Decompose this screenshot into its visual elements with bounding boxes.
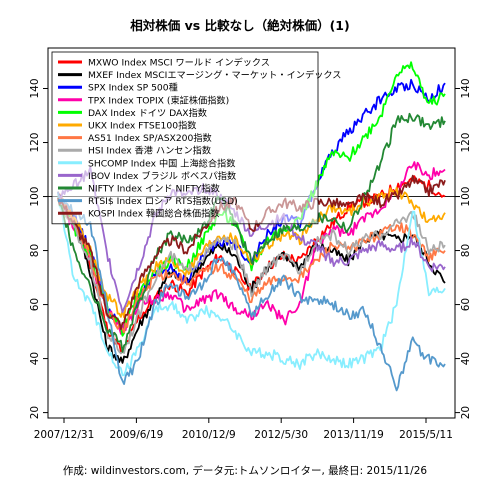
legend-label: NIFTY Index インド NIFTY指数 — [88, 183, 220, 195]
series-line-6 — [57, 195, 446, 334]
x-tick-label: 2010/12/9 — [182, 429, 236, 441]
chart-footer: 作成: wildinvestors.com, データ元:トムソンロイター, 最終… — [63, 464, 427, 477]
series-line-9 — [57, 166, 446, 314]
y-tick-label-left: 100 — [29, 187, 41, 207]
legend-label: HSI Index 香港 ハンセン指数 — [88, 145, 211, 157]
y-tick-label-right: 20 — [460, 406, 472, 419]
y-tick-label-left: 20 — [29, 406, 41, 419]
series-line-4 — [57, 61, 446, 337]
axes: 20 20 40 40 60 60 80 80 100 100 120 120 140 140 2007/1… — [29, 78, 472, 441]
y-tick-label-right: 120 — [460, 133, 472, 153]
y-tick-label-left: 40 — [29, 352, 41, 365]
y-tick-label-right: 80 — [460, 244, 472, 257]
x-tick-label: 2015/5/11 — [399, 429, 453, 441]
x-tick-label: 2009/6/19 — [109, 429, 163, 441]
y-tick-label-right: 100 — [460, 187, 472, 207]
legend-label: SHCOMP Index 中国 上海総合指数 — [88, 157, 235, 169]
legend-label: SPX Index SP 500種 — [88, 83, 178, 94]
x-tick-label: 2012/5/30 — [254, 429, 308, 441]
y-tick-label-left: 60 — [29, 298, 41, 311]
legend-label: MXEF Index MSCIエマージング・マーケット・インデックス — [88, 69, 341, 81]
chart-title: 相対株価 vs 比較なし（絶対株価）(1) — [130, 18, 349, 33]
plot-frame — [47, 47, 456, 419]
legend-label: UKX Index FTSE100指数 — [88, 120, 196, 132]
series-line-12 — [57, 174, 446, 331]
legend-label: IBOV Index ブラジル ボベスパ指数 — [88, 170, 236, 182]
y-tick-label-right: 140 — [460, 78, 472, 98]
y-tick-label-left: 120 — [29, 133, 41, 153]
y-tick-label-right: 40 — [460, 352, 472, 365]
legend-label: MXWO Index MSCI ワールド インデックス — [88, 57, 270, 69]
legend-label: AS51 Index SP/ASX200指数 — [88, 132, 212, 144]
series-line-8 — [57, 196, 446, 377]
x-tick-label: 2007/12/31 — [34, 429, 95, 441]
series-lines — [57, 61, 446, 392]
y-tick-label-right: 60 — [460, 298, 472, 311]
legend-label: DAX Index ドイツ DAX指数 — [88, 107, 207, 119]
legend-label: TPX Index TOPIX (東証株価指数) — [87, 94, 229, 106]
legend-label: RTSI$ Index ロシア RTS指数(USD) — [88, 195, 238, 207]
series-line-11 — [57, 192, 446, 392]
series-line-10 — [57, 112, 446, 353]
y-tick-label-left: 140 — [29, 78, 41, 98]
y-tick-label-left: 80 — [29, 244, 41, 257]
legend-box — [51, 51, 319, 225]
x-tick-label: 2013/11/19 — [323, 429, 384, 441]
legend-label: KOSPI Index 韓国総合株価指数 — [88, 208, 219, 220]
